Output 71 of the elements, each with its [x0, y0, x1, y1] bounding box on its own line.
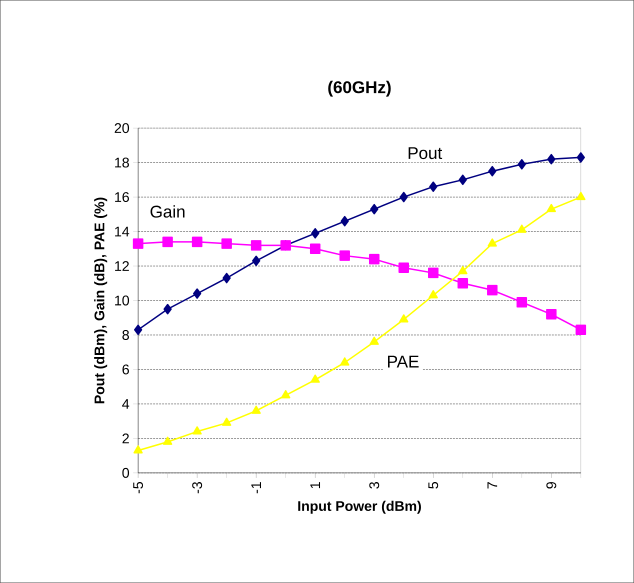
- point: [370, 336, 379, 345]
- y-tick-label: 12: [115, 261, 129, 271]
- x-tick-label: -5: [133, 482, 143, 494]
- point: [398, 262, 409, 273]
- point: [310, 374, 320, 383]
- point: [429, 181, 438, 192]
- point: [221, 238, 232, 249]
- point: [428, 268, 439, 278]
- point: [340, 216, 349, 226]
- point: [252, 406, 261, 414]
- point: [487, 284, 498, 296]
- y-tick-label: 20: [114, 123, 130, 134]
- point: [576, 324, 586, 336]
- point: [399, 314, 408, 322]
- point: [162, 236, 173, 248]
- point: [192, 236, 202, 248]
- point: [370, 204, 378, 214]
- point: [252, 256, 260, 266]
- series-label: Gain: [150, 205, 184, 218]
- point: [547, 154, 556, 164]
- point: [428, 290, 438, 298]
- point: [368, 254, 380, 264]
- x-tick-label: -3: [192, 482, 202, 494]
- point: [546, 204, 556, 212]
- y-tick-label: 16: [115, 192, 129, 202]
- y-tick-label: 10: [115, 296, 130, 306]
- point: [516, 296, 528, 308]
- point: [162, 436, 172, 445]
- y-tick-label: 6: [122, 364, 129, 374]
- point: [400, 192, 408, 202]
- point: [488, 238, 497, 247]
- x-tick-label: 1: [310, 482, 320, 488]
- y-tick-label: 8: [122, 330, 129, 340]
- x-tick-label: -1: [251, 482, 261, 494]
- point: [458, 174, 467, 186]
- x-tick-label: 5: [428, 482, 438, 489]
- y-tick-label: 4: [122, 399, 130, 409]
- point: [222, 272, 231, 284]
- series-label: PAE: [388, 356, 419, 368]
- point: [192, 426, 202, 435]
- y-axis-title: Pout (dBm), Gain (dB), PAE (%): [94, 198, 108, 404]
- point: [281, 390, 290, 398]
- point: [576, 152, 585, 163]
- x-tick-label: 3: [369, 482, 380, 489]
- chart-title: (60GHz): [328, 80, 391, 97]
- point: [517, 224, 526, 233]
- point: [339, 250, 350, 261]
- x-tick-label: 9: [546, 482, 556, 489]
- point: [193, 288, 202, 299]
- y-tick-label: 18: [115, 158, 129, 168]
- point: [576, 192, 586, 200]
- point: [133, 445, 143, 454]
- point: [311, 228, 320, 239]
- point: [488, 166, 496, 176]
- point: [132, 238, 144, 249]
- x-axis-title: Input Power (dBm): [298, 500, 421, 514]
- y-tick-label: 0: [122, 468, 130, 478]
- point: [134, 324, 142, 336]
- point: [458, 278, 468, 288]
- point: [250, 240, 262, 251]
- point: [164, 304, 172, 314]
- x-tick-label: 7: [487, 482, 498, 488]
- point: [518, 159, 526, 170]
- point: [546, 309, 557, 320]
- point: [310, 244, 320, 254]
- point: [458, 266, 468, 274]
- y-tick-label: 14: [115, 226, 130, 236]
- point: [222, 418, 232, 426]
- point: [340, 357, 350, 366]
- y-tick-label: 2: [122, 434, 129, 444]
- series-label: Pout: [408, 147, 442, 160]
